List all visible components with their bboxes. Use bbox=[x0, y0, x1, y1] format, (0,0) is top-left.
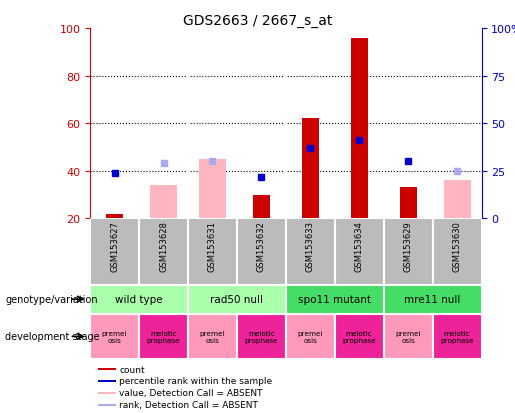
Text: meiotic
prophase: meiotic prophase bbox=[245, 330, 278, 343]
Text: premei
osis: premei osis bbox=[102, 330, 127, 343]
Bar bbox=[335, 314, 384, 359]
Bar bbox=[286, 285, 384, 314]
Bar bbox=[98, 404, 115, 406]
Bar bbox=[90, 219, 139, 285]
Bar bbox=[400, 188, 417, 219]
Bar bbox=[188, 219, 237, 285]
Bar bbox=[188, 314, 237, 359]
Text: premei
osis: premei osis bbox=[298, 330, 323, 343]
Text: spo11 mutant: spo11 mutant bbox=[298, 294, 371, 304]
Text: value, Detection Call = ABSENT: value, Detection Call = ABSENT bbox=[119, 388, 263, 397]
Text: wild type: wild type bbox=[115, 294, 163, 304]
Text: GSM153628: GSM153628 bbox=[159, 221, 168, 272]
Bar bbox=[351, 38, 368, 219]
Bar bbox=[199, 159, 226, 219]
Text: meiotic
prophase: meiotic prophase bbox=[440, 330, 474, 343]
Text: GSM153632: GSM153632 bbox=[257, 221, 266, 272]
Text: GSM153627: GSM153627 bbox=[110, 221, 119, 272]
Text: rank, Detection Call = ABSENT: rank, Detection Call = ABSENT bbox=[119, 400, 259, 409]
Bar bbox=[106, 214, 123, 219]
Text: premei
osis: premei osis bbox=[200, 330, 225, 343]
Bar bbox=[384, 219, 433, 285]
Bar bbox=[98, 380, 115, 382]
Bar bbox=[139, 219, 188, 285]
Text: GSM153633: GSM153633 bbox=[306, 221, 315, 272]
Bar bbox=[433, 314, 482, 359]
Bar bbox=[286, 314, 335, 359]
Text: percentile rank within the sample: percentile rank within the sample bbox=[119, 377, 272, 385]
Bar bbox=[253, 195, 270, 219]
Bar bbox=[384, 314, 433, 359]
Bar bbox=[188, 285, 286, 314]
Bar bbox=[150, 186, 177, 219]
Text: meiotic
prophase: meiotic prophase bbox=[147, 330, 180, 343]
Bar bbox=[335, 219, 384, 285]
Text: development stage: development stage bbox=[5, 332, 100, 342]
Text: premei
osis: premei osis bbox=[396, 330, 421, 343]
Bar bbox=[90, 285, 188, 314]
Text: mre11 null: mre11 null bbox=[404, 294, 461, 304]
Bar bbox=[443, 181, 471, 219]
Text: GSM153631: GSM153631 bbox=[208, 221, 217, 272]
Text: GSM153629: GSM153629 bbox=[404, 221, 413, 271]
Bar bbox=[433, 219, 482, 285]
Bar bbox=[98, 392, 115, 394]
Bar bbox=[302, 119, 319, 219]
Bar bbox=[98, 368, 115, 370]
Text: GDS2663 / 2667_s_at: GDS2663 / 2667_s_at bbox=[183, 14, 332, 28]
Bar bbox=[237, 314, 286, 359]
Text: genotype/variation: genotype/variation bbox=[5, 294, 98, 304]
Text: GSM153634: GSM153634 bbox=[355, 221, 364, 272]
Bar bbox=[384, 285, 482, 314]
Bar bbox=[139, 314, 188, 359]
Text: rad50 null: rad50 null bbox=[211, 294, 263, 304]
Text: meiotic
prophase: meiotic prophase bbox=[342, 330, 376, 343]
Bar bbox=[286, 219, 335, 285]
Bar bbox=[237, 219, 286, 285]
Bar bbox=[90, 314, 139, 359]
Text: count: count bbox=[119, 365, 145, 374]
Text: GSM153630: GSM153630 bbox=[453, 221, 461, 272]
